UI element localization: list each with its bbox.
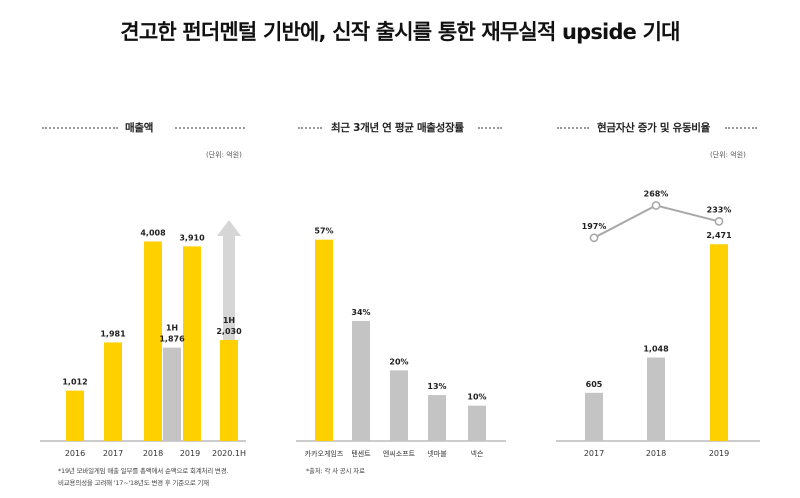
- panel-2-bar-넷마블: [428, 395, 446, 441]
- panel-1-value-label-2016: 1,012: [62, 378, 87, 387]
- panel-1-footnote-1: *19년 모바일게임 매출 일부를 총액에서 순액으로 회계처리 변경.: [58, 467, 229, 475]
- panel-2-bar-카카오게임즈: [315, 239, 333, 441]
- panel-2-title: 최근 3개년 연 평균 매출성장률: [331, 122, 464, 134]
- panel-3-liquidity-line: [593, 204, 720, 239]
- panel-1-bar-2019-1H: [163, 347, 181, 441]
- panel-3-bar-2019: [710, 244, 728, 441]
- panel-2-footnote: *출처: 각 사 공시 자료: [306, 467, 365, 475]
- panel-2-x-tick-엔씨소프트: 엔씨소프트: [383, 449, 416, 458]
- panel-1-bar-2016: [66, 390, 84, 441]
- panel-2-value-label-넷마블: 13%: [427, 382, 446, 391]
- panel-3-x-tick-2019: 2019: [709, 449, 729, 458]
- panel-3-liquidity-point-2019: [714, 217, 724, 226]
- panel-2-value-label-엔씨소프트: 20%: [389, 357, 408, 366]
- panel-3-liquidity-label-2019: 233%: [707, 205, 732, 214]
- panel-1-footnote-2: 비교용의성을 고려해 '17~'18년도 변경 후 기준으로 기재: [58, 479, 209, 487]
- panel-2-value-label-넥슨: 10%: [467, 393, 486, 402]
- panel-2-bar-엔씨소프트: [390, 370, 408, 441]
- panel-1-value-label-2020.1H: 2,030: [216, 327, 242, 336]
- panel-1-x-tick-2019: 2019: [180, 449, 200, 458]
- panel-1-unit-note: (단위: 억원): [206, 151, 242, 159]
- panel-1-value-label-2019: 3,910: [179, 233, 205, 242]
- panel-3-liquidity-point-2018: [651, 201, 661, 210]
- panel-1-x-tick-2020.1H: 2020.1H: [212, 449, 246, 458]
- panel-1-value-label-2019-1H: 1,876: [159, 335, 185, 344]
- panel-1-period-tag-2020: 1H: [223, 316, 235, 325]
- panel-1-bar-2020.1H: [220, 339, 238, 441]
- panel-2-bar-넥슨: [468, 405, 486, 441]
- panel-2-x-tick-넥슨: 넥슨: [471, 449, 484, 458]
- panel-1-bar-2017: [104, 342, 122, 441]
- panel-1-title: 매출액: [125, 122, 154, 134]
- page-title: 견고한 펀더멘털 기반에, 신작 출시를 통한 재무실적 upside 기대: [120, 20, 680, 44]
- panel-2-title-rule-right: [478, 127, 502, 129]
- panel-1-title-rule-right: [175, 127, 245, 129]
- panel-1-bar-2018: [144, 241, 162, 441]
- panel-3-unit-note: (단위: 억원): [710, 151, 746, 159]
- panel-3-liquidity-point-2017: [589, 233, 599, 243]
- panel-3-title-rule-right: [725, 127, 757, 129]
- panel-3-bar-2018: [647, 357, 665, 441]
- panel-3-x-tick-2017: 2017: [584, 449, 604, 458]
- panel-3-value-label-2019: 2,471: [706, 231, 732, 240]
- panel-2-x-tick-카카오게임즈: 카카오게임즈: [305, 449, 344, 458]
- panel-2-bar-텐센트: [352, 320, 370, 441]
- panel-1-title-rule-left: [42, 127, 118, 129]
- panel-3-value-label-2018: 1,048: [643, 345, 669, 354]
- panel-1-x-tick-2017: 2017: [103, 449, 123, 458]
- panel-1-x-tick-2018: 2018: [143, 449, 163, 458]
- panel-3-liquidity-label-2017: 197%: [582, 222, 607, 231]
- panel-2-title-rule-left: [298, 127, 322, 129]
- panel-3-title: 현금자산 증가 및 유동비율: [597, 122, 711, 134]
- panel-3-liquidity-label-2018: 268%: [644, 189, 669, 198]
- panel-3-bar-2017: [585, 392, 603, 441]
- panel-3-title-rule-left: [557, 127, 589, 129]
- panel-2-value-label-텐센트: 34%: [351, 308, 370, 317]
- panel-3-value-label-2017: 605: [586, 380, 603, 389]
- panel-2-x-tick-넷마블: 넷마블: [427, 449, 447, 458]
- panel-1-x-tick-2016: 2016: [65, 449, 85, 458]
- panel-1-period-tag-2019: 1H: [166, 324, 178, 333]
- panel-3-x-tick-2018: 2018: [646, 449, 666, 458]
- panel-2-x-tick-텐센트: 텐센트: [351, 449, 371, 458]
- panel-1-value-label-2017: 1,981: [100, 329, 126, 338]
- panel-1-bar-2019: [183, 246, 201, 441]
- panel-2-value-label-카카오게임즈: 57%: [314, 227, 333, 236]
- panel-1-value-label-2018: 4,008: [140, 229, 166, 238]
